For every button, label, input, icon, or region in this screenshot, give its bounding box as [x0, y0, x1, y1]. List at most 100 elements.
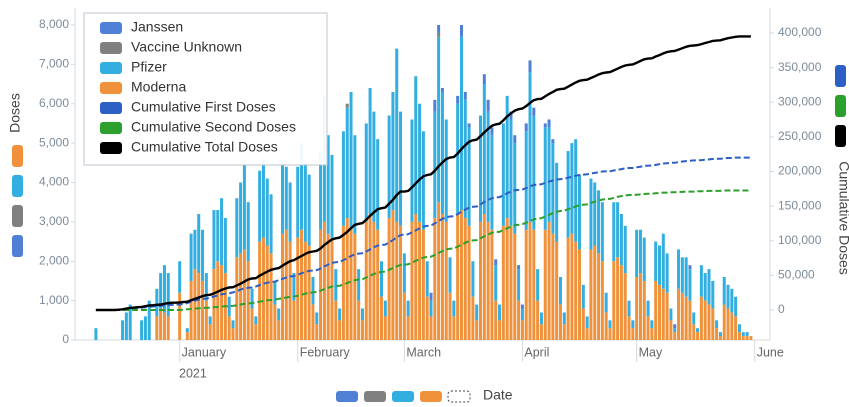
bar: [528, 221, 532, 340]
bar: [242, 162, 246, 250]
legend-swatch: [100, 102, 122, 114]
bar: [494, 265, 498, 301]
legend-swatch: [100, 142, 122, 154]
bar: [475, 320, 479, 340]
x-axis-title: Date: [483, 387, 513, 403]
bar: [140, 320, 144, 340]
bar: [387, 217, 391, 340]
x-tick-label: April: [524, 345, 549, 359]
bar: [517, 269, 521, 301]
bar: [745, 332, 749, 337]
bar: [410, 221, 414, 340]
bar: [532, 107, 536, 116]
bar: [288, 182, 292, 242]
bar: [414, 213, 418, 340]
bar: [391, 91, 395, 211]
bar: [410, 119, 414, 222]
bar: [543, 229, 547, 340]
bar: [296, 237, 300, 340]
bar: [261, 237, 265, 340]
bar: [459, 24, 463, 37]
bar: [635, 229, 639, 277]
legend: Janssen Vaccine Unknown Pfizer Moderna Cumul…: [83, 12, 328, 166]
y-tick-label: 2,000: [39, 253, 69, 267]
bar: [482, 74, 486, 85]
bar: [593, 245, 597, 340]
bar: [524, 229, 528, 340]
bar: [661, 288, 665, 340]
bar: [585, 328, 589, 340]
x-tick-label: May: [639, 345, 663, 359]
bar: [349, 91, 353, 230]
bar: [635, 276, 639, 340]
bar: [284, 166, 288, 230]
bar: [383, 316, 387, 340]
legend-swatch: [100, 122, 122, 134]
bar: [638, 229, 642, 274]
y-tick-label: 8,000: [39, 17, 69, 31]
bar: [551, 143, 555, 234]
bar: [246, 202, 250, 262]
bar: [600, 261, 604, 340]
y2-tick-label: 0: [778, 302, 785, 316]
bar: [387, 115, 391, 218]
bar: [357, 300, 361, 340]
bar: [520, 308, 524, 321]
bar: [212, 210, 216, 270]
axis-swatch: [12, 175, 23, 197]
bar: [448, 257, 452, 293]
bar: [715, 328, 719, 340]
bar: [459, 36, 463, 211]
bar: [677, 288, 681, 340]
bar: [364, 123, 368, 222]
bar: [402, 292, 406, 340]
legend-label: Janssen: [131, 19, 183, 35]
bar: [513, 135, 517, 144]
bar: [250, 308, 254, 340]
bar: [364, 221, 368, 340]
bar: [547, 119, 551, 128]
bar: [482, 213, 486, 340]
bar: [418, 103, 422, 222]
bar: [600, 202, 604, 262]
legend-swatch: [100, 22, 122, 34]
x-tick-label: January: [182, 345, 227, 359]
bar: [155, 316, 159, 340]
bar: [166, 316, 170, 340]
bar: [360, 308, 364, 321]
x-legend-swatch: [420, 391, 442, 402]
bar: [292, 273, 296, 301]
bar: [585, 316, 589, 329]
x-tick-label: June: [757, 345, 784, 359]
axis-swatch: [835, 95, 846, 117]
bar: [265, 178, 269, 246]
bar: [197, 213, 201, 274]
bar: [479, 221, 483, 340]
y2-tick-label: 50,000: [778, 268, 815, 282]
bar: [162, 312, 166, 340]
legend-label: Cumulative Total Doses: [131, 139, 278, 155]
bar: [372, 111, 376, 222]
bar: [650, 328, 654, 340]
bar: [444, 221, 448, 340]
bar: [680, 257, 684, 293]
bar: [155, 288, 159, 317]
bar: [418, 221, 422, 340]
bar: [399, 225, 403, 340]
bar: [280, 162, 284, 234]
bar: [315, 324, 319, 340]
bar: [581, 308, 585, 340]
bar: [517, 265, 521, 270]
bar: [147, 300, 151, 340]
bar: [242, 249, 246, 340]
legend-box: [83, 12, 328, 166]
bar: [437, 32, 441, 37]
bar: [239, 182, 243, 254]
bar: [319, 229, 323, 340]
y2-tick-label: 350,000: [778, 60, 822, 74]
bar: [638, 273, 642, 340]
line: [95, 189, 751, 311]
bar: [558, 304, 562, 340]
bar: [627, 316, 631, 340]
